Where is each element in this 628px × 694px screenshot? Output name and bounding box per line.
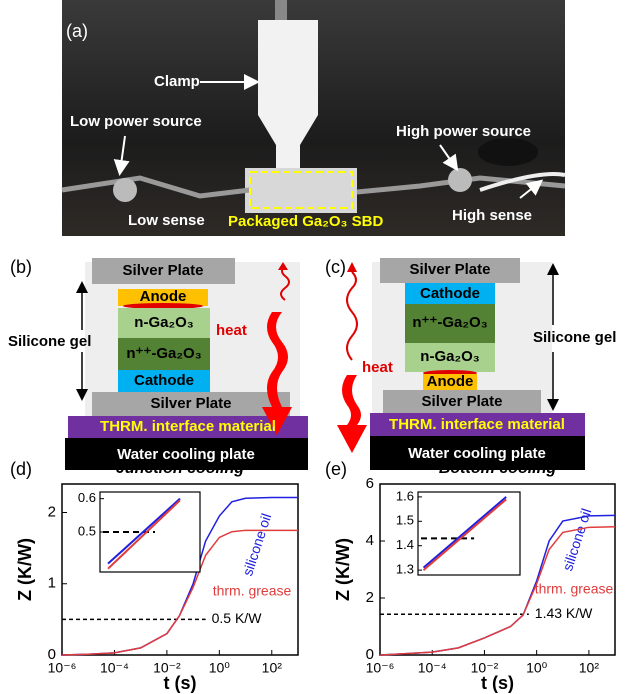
plot-frame	[379, 483, 616, 656]
series-label: silicone oil	[239, 511, 274, 577]
inset-y-tick-label: 1.3	[396, 562, 414, 577]
x-tick-label: 10⁻⁴	[418, 660, 447, 676]
x-tick-label: 10⁻⁶	[366, 660, 395, 676]
panel-label: (c)	[325, 257, 346, 277]
inset-line	[107, 497, 181, 565]
y-axis-label: Z (K/W)	[15, 538, 35, 601]
gel-label: Silicone gel	[533, 329, 616, 346]
inset-y-tick-label: 1.6	[396, 488, 414, 503]
layer-label: Silver Plate	[151, 395, 232, 412]
annotation: Clamp	[154, 73, 200, 90]
x-tick-label: 10⁻⁴	[100, 660, 129, 676]
x-tick-label: 10⁰	[209, 660, 231, 676]
layer-label: Silver Plate	[410, 261, 491, 278]
reference-label: 1.43 K/W	[535, 605, 593, 621]
layer-label: Silver Plate	[422, 393, 503, 410]
annotation: Low sense	[128, 212, 205, 229]
annotation: Low power source	[70, 113, 202, 130]
y-tick-label: 0	[366, 646, 374, 663]
y-tick-label: 2	[366, 589, 374, 606]
inset-line	[107, 499, 181, 570]
inset-line	[422, 498, 507, 571]
diagram-c	[337, 258, 585, 470]
layer-label: THRM. interface material	[389, 416, 565, 433]
chart-title: Junction cooling	[116, 460, 244, 477]
y-axis-label: Z (K/W)	[333, 538, 353, 601]
y-tick-label: 2	[48, 503, 56, 520]
layer-label: Water cooling plate	[408, 445, 546, 462]
layer-label: Cathode	[420, 285, 480, 302]
series-label: thrm. grease	[213, 583, 292, 599]
layer-label: Silver Plate	[123, 262, 204, 279]
x-axis-label: t (s)	[481, 673, 514, 693]
annotation: High sense	[452, 207, 532, 224]
x-tick-label: 10²	[579, 660, 600, 676]
panel-label: (a)	[66, 21, 88, 41]
inset-y-tick-label: 1.4	[396, 537, 414, 552]
x-tick-label: 10⁻⁶	[48, 660, 77, 676]
layer-label: THRM. interface material	[100, 418, 276, 435]
y-tick-label: 6	[366, 475, 374, 492]
inset-y-tick-label: 1.5	[396, 513, 414, 528]
layer-label: n-Ga₂O₃	[134, 314, 194, 331]
inset-y-tick-label: 0.5	[78, 523, 96, 538]
annotation: High power source	[396, 123, 531, 140]
layer-label: Anode	[427, 373, 474, 390]
x-tick-label: 10⁻²	[471, 660, 499, 676]
layer-label: n⁺⁺-Ga₂O₃	[412, 314, 487, 331]
series-label: silicone oil	[559, 506, 594, 572]
data-line	[61, 529, 298, 656]
layer-label: Water cooling plate	[117, 446, 255, 463]
reference-label: 0.5 K/W	[212, 610, 263, 626]
y-tick-label: 4	[366, 532, 374, 549]
panel-label: (d)	[10, 459, 32, 479]
chart-title: Bottom cooling	[439, 460, 557, 477]
heat-label: heat	[216, 322, 247, 339]
panel-label: (e)	[325, 459, 347, 479]
layer-label: n-Ga₂O₃	[420, 348, 480, 365]
plot-frame	[61, 483, 299, 656]
series-label: thrm. grease	[535, 581, 614, 597]
photo	[61, 0, 566, 236]
heat-label: heat	[362, 359, 393, 376]
inset-line	[422, 496, 507, 569]
y-tick-label: 1	[48, 575, 56, 592]
panel-label: (b)	[10, 257, 32, 277]
diagram-b	[65, 258, 308, 470]
data-line	[379, 526, 616, 656]
layer-label: n⁺⁺-Ga₂O₃	[126, 345, 201, 362]
y-tick-label: 0	[48, 646, 56, 663]
x-tick-label: 10⁰	[526, 660, 548, 676]
x-tick-label: 10²	[262, 660, 283, 676]
highlight: Packaged Ga₂O₃ SBD	[228, 213, 383, 230]
x-tick-label: 10⁻²	[153, 660, 181, 676]
inset-y-tick-label: 0.6	[78, 490, 96, 505]
layer-label: Anode	[140, 288, 187, 305]
x-axis-label: t (s)	[164, 673, 197, 693]
gel-label: Silicone gel	[8, 333, 91, 350]
layer-label: Cathode	[134, 372, 194, 389]
